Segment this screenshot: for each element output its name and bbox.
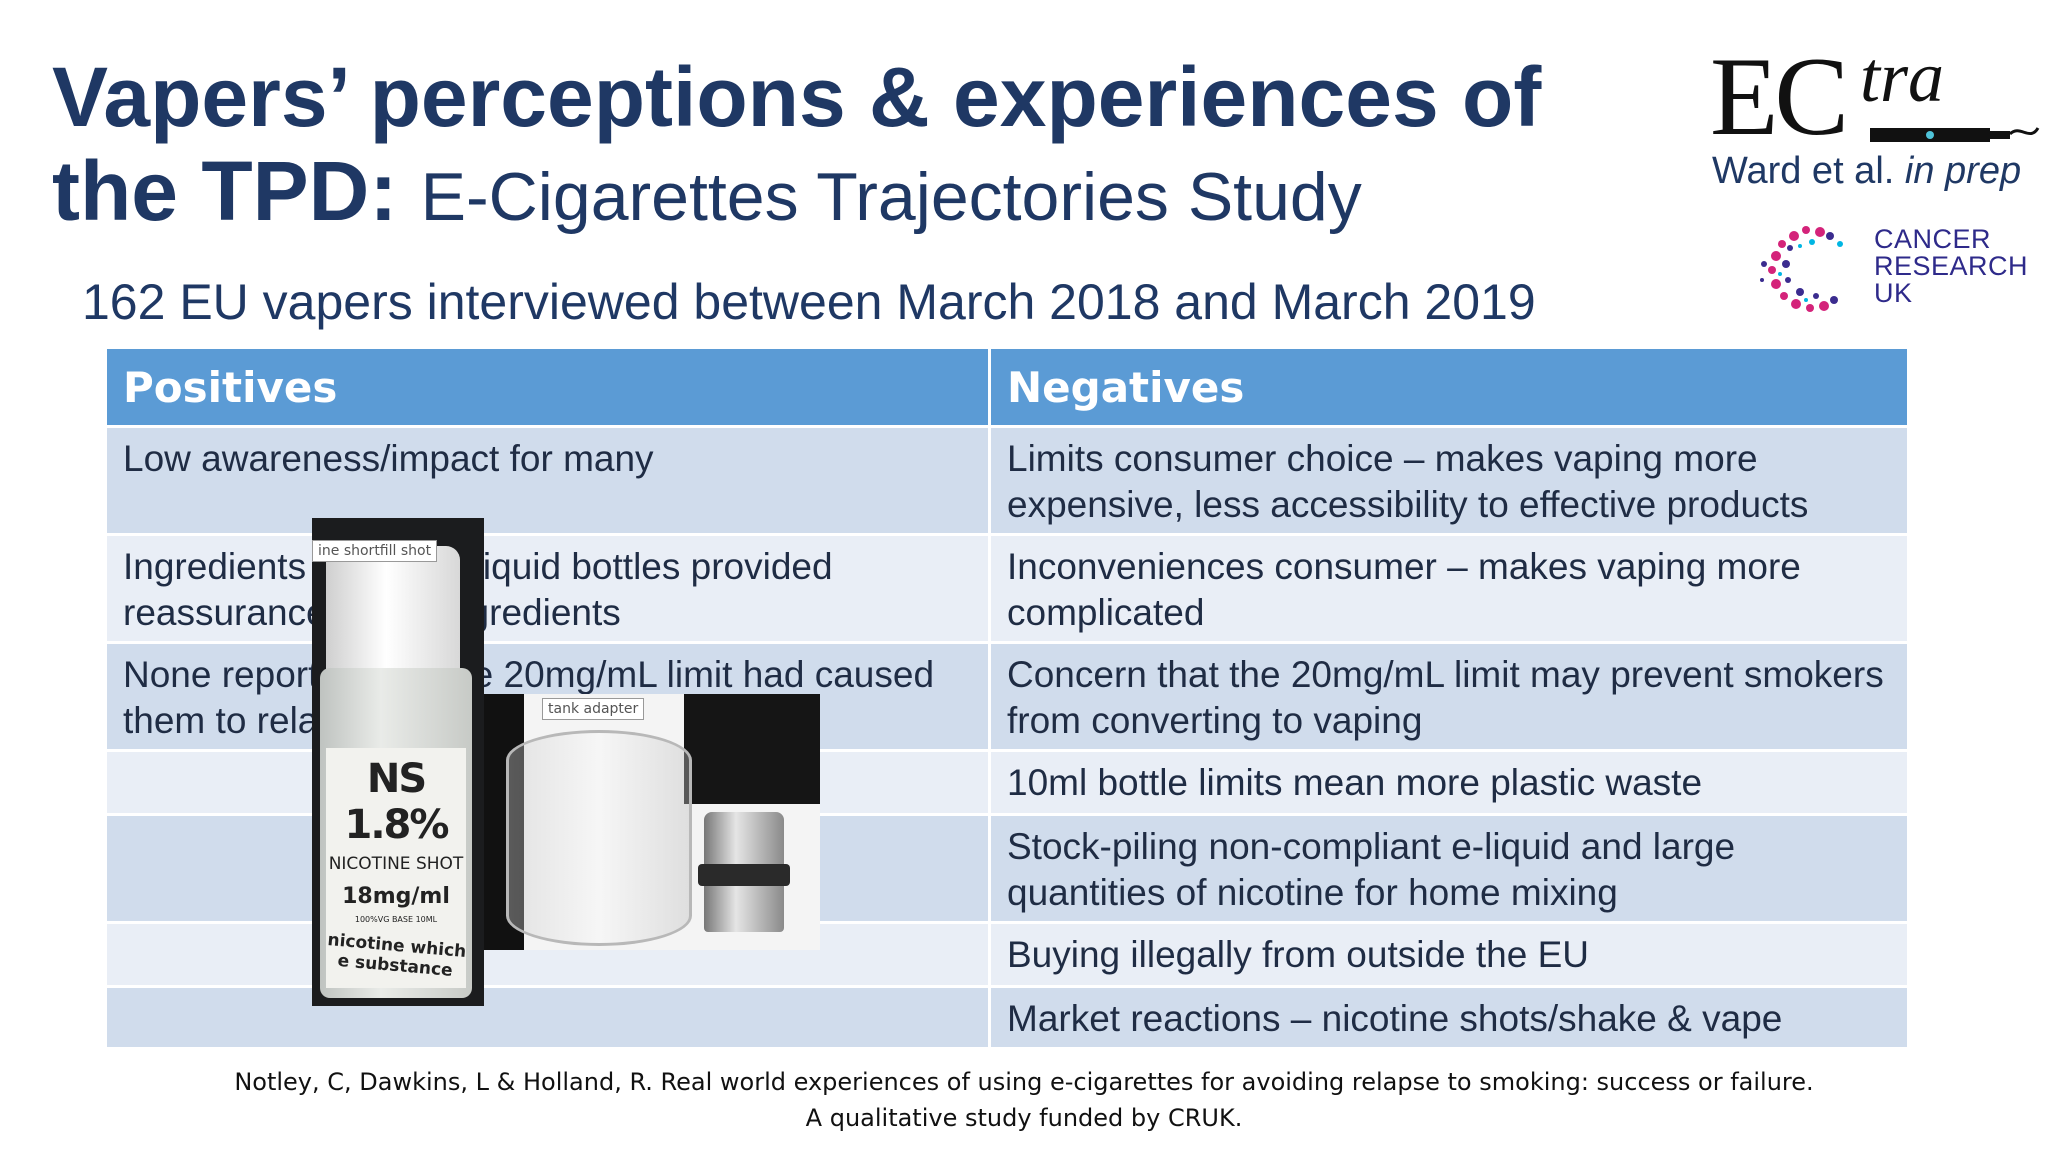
positive-cell: [104, 985, 991, 1050]
bottle-strength: 18mg/ml: [342, 884, 450, 909]
negative-cell: Limits consumer choice – makes vaping mo…: [988, 425, 1910, 536]
slide-title: Vapers’ perceptions & experiences of the…: [52, 50, 1541, 244]
cruk-line-3: UK: [1874, 278, 1913, 308]
footer-line-2: A qualitative study funded by CRUK.: [805, 1104, 1243, 1132]
photo-background: [684, 694, 820, 804]
header-negatives: Negatives: [988, 346, 1910, 428]
negative-cell: Concern that the 20mg/mL limit may preve…: [988, 641, 1910, 752]
bottle-warning: nicotine which e substance: [326, 930, 467, 981]
study-subheading: 162 EU vapers interviewed between March …: [82, 274, 1536, 330]
footer-line-1: Notley, C, Dawkins, L & Holland, R. Real…: [234, 1068, 1814, 1096]
bottle-label: NS 1.8% NICOTINE SHOT 18mg/ml 100%VG BAS…: [326, 748, 467, 988]
tank-adapter-photo: tank adapter: [484, 694, 820, 950]
title-line-1: Vapers’ perceptions & experiences of: [52, 50, 1542, 144]
vape-device-icon: [1870, 127, 2040, 142]
footer-reference: Notley, C, Dawkins, L & Holland, R. Real…: [0, 1064, 2048, 1136]
nicotine-shot-photo: NS 1.8% NICOTINE SHOT 18mg/ml 100%VG BAS…: [312, 518, 484, 1006]
negative-cell: Stock-piling non-compliant e-liquid and …: [988, 813, 1910, 924]
glass-tank: [506, 730, 692, 946]
bottle-small-print: 100%VG BASE 10ML: [354, 915, 438, 924]
ectra-logo: EC tra: [1710, 35, 2040, 159]
table-row: Market reactions – nicotine shots/shake …: [104, 985, 1910, 1050]
citation-note: Ward et al. in prep: [1712, 150, 2021, 193]
negative-cell: Buying illegally from outside the EU: [988, 921, 1910, 988]
negative-cell: 10ml bottle limits mean more plastic was…: [988, 749, 1910, 816]
title-line-2: the TPD:: [52, 144, 398, 238]
cruk-logo: CANCER RESEARCH UK: [1750, 220, 2028, 320]
shortfill-tag: ine shortfill shot: [312, 540, 438, 562]
negative-cell: Inconveniences consumer – makes vaping m…: [988, 533, 1910, 644]
citation-authors: Ward et al.: [1712, 150, 1895, 192]
bottle-product: NICOTINE SHOT: [328, 854, 464, 874]
header-positives: Positives: [104, 346, 991, 428]
cruk-line-1: CANCER: [1874, 224, 1992, 254]
cruk-wordmark: CANCER RESEARCH UK: [1874, 226, 2028, 307]
positive-cell: Ingredients lists on e-liquid bottles pr…: [104, 533, 991, 644]
bottle-brand: NS 1.8%: [344, 756, 450, 848]
table-header-row: Positives Negatives: [104, 346, 1910, 428]
ectra-logo-tra: tra: [1860, 37, 1945, 117]
title-subtitle: E-Cigarettes Trajectories Study: [420, 159, 1362, 235]
adapter-ring: [698, 864, 790, 886]
cruk-dots-icon: [1760, 226, 1843, 312]
cruk-line-2: RESEARCH: [1874, 251, 2029, 281]
ectra-logo-ec: EC: [1710, 35, 1849, 159]
positive-cell: Low awareness/impact for many: [104, 425, 991, 536]
bottle-body: NS 1.8% NICOTINE SHOT 18mg/ml 100%VG BAS…: [320, 668, 472, 998]
table-row: Low awareness/impact for many Limits con…: [104, 425, 1910, 536]
negative-cell: Market reactions – nicotine shots/shake …: [988, 985, 1910, 1050]
tank-adapter-tag: tank adapter: [542, 698, 645, 720]
citation-status: in prep: [1904, 150, 2022, 192]
table-row: Ingredients lists on e-liquid bottles pr…: [104, 533, 1910, 644]
bottle-cap: [326, 546, 460, 676]
